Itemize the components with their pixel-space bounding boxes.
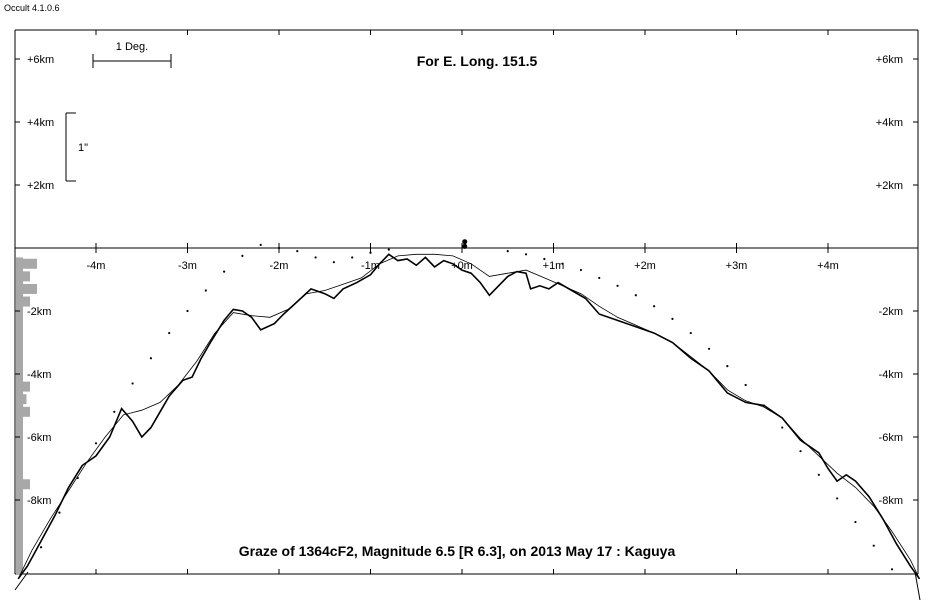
y-tick-label-left: -4km <box>27 369 51 381</box>
predicted-limb-point-39 <box>854 520 857 524</box>
cusp-mark-1 <box>462 243 468 249</box>
predicted-limb-point-31 <box>707 347 711 350</box>
y-tick-label-left: -6km <box>27 432 51 444</box>
predicted-limb-point-10 <box>223 270 226 273</box>
y-tick-label-left: +2km <box>27 180 54 192</box>
predicted-limb-point-11 <box>241 254 244 257</box>
predicted-limb-point-0 <box>40 546 43 549</box>
predicted-limb-point-36 <box>799 450 802 453</box>
x-tick-label: +2m <box>634 260 656 272</box>
predicted-limb-point-35 <box>781 426 784 429</box>
scale-bar-horizontal-label: 1 Deg. <box>116 41 148 53</box>
profile-series <box>14 239 921 601</box>
histogram-bar-2 <box>16 283 37 294</box>
chart-subtitle: Graze of 1364cF2, Magnitude 6.5 [R 6.3],… <box>239 543 676 559</box>
predicted-limb-point-13 <box>277 246 281 250</box>
predicted-limb-point-17 <box>351 256 354 259</box>
y-tick-label-left: -8km <box>27 495 51 507</box>
predicted-limb-point-27 <box>634 294 637 297</box>
predicted-limb-point-18 <box>369 251 372 254</box>
scale-bar-vertical: 1" <box>65 112 88 182</box>
predicted-limb-point-32 <box>726 365 729 368</box>
y-tick-label-right: +2km <box>876 180 903 192</box>
predicted-limb-point-34 <box>762 404 766 407</box>
scale-bar-horizontal: 1 Deg. <box>92 41 172 68</box>
x-tick-label: +0m <box>451 260 473 272</box>
y-tick-label-right: +4km <box>876 117 903 129</box>
cusp-mark-0 <box>462 239 468 245</box>
predicted-limb-point-20 <box>506 250 509 253</box>
predicted-limb-point-7 <box>168 331 171 335</box>
predicted-limb-point-19 <box>387 248 390 251</box>
plot-frame <box>14 29 919 575</box>
y-tick-label-right: +6km <box>876 54 903 66</box>
x-tick-label: -3m <box>178 260 197 272</box>
smoothed-profile-line <box>17 253 920 579</box>
chart-title: For E. Long. 151.5 <box>417 53 538 69</box>
app-version-label: Occult 4.1.0.6 <box>4 3 60 13</box>
predicted-limb-point-28 <box>653 305 656 308</box>
x-tick-label: -2m <box>270 260 289 272</box>
predicted-limb-point-4 <box>113 410 116 413</box>
predicted-limb-point-25 <box>598 276 601 280</box>
x-tick-label: -4m <box>87 260 106 272</box>
predicted-limb-point-30 <box>689 331 692 335</box>
limb-profile-line <box>17 253 921 580</box>
predicted-limb-point-24 <box>579 268 583 272</box>
predicted-limb-point-9 <box>204 289 207 292</box>
y-tick-label-right: -6km <box>879 432 903 444</box>
y-tick-label-left: +6km <box>27 54 54 66</box>
histogram-bar-0 <box>16 258 37 269</box>
predicted-limb-point-33 <box>744 383 747 387</box>
predicted-limb-point-6 <box>149 357 152 360</box>
predicted-limb-point-40 <box>872 544 875 547</box>
x-tick-label: +1m <box>543 260 565 272</box>
predicted-limb-point-2 <box>76 476 79 480</box>
x-tick-label: +3m <box>726 260 748 272</box>
histogram-base <box>16 257 23 574</box>
predicted-limb-point-29 <box>671 317 674 320</box>
x-tick-label: +4m <box>817 260 839 272</box>
predicted-limb-point-21 <box>524 253 528 256</box>
predicted-limb-point-26 <box>616 284 619 287</box>
predicted-limb-point-12 <box>259 243 262 246</box>
edge-stroke-right <box>914 571 921 601</box>
predicted-limb-point-22 <box>543 257 546 261</box>
predicted-limb-point-5 <box>131 382 134 385</box>
predicted-limb-point-37 <box>817 473 820 476</box>
y-tick-label-right: -4km <box>879 369 903 381</box>
edge-stroke-left <box>14 571 29 591</box>
y-axis-ticks: +6km +6km +4km +4km +2km +2km -2km -2km -4km -4km… <box>15 54 918 507</box>
x-axis-ticks: -4m -3m -2m -1m +0m +1m +2m +3m +4m <box>87 30 839 574</box>
predicted-limb-point-23 <box>561 262 564 265</box>
histogram <box>16 257 37 575</box>
scale-bar-vertical-label: 1" <box>78 142 88 154</box>
predicted-limb-point-1 <box>58 511 61 514</box>
y-tick-label-right: -8km <box>879 495 903 507</box>
predicted-limb-point-41 <box>890 568 894 571</box>
predicted-limb-point-16 <box>332 261 335 264</box>
predicted-limb-point-38 <box>836 497 839 500</box>
y-tick-label-left: +4km <box>27 117 54 129</box>
predicted-limb-point-15 <box>314 256 317 259</box>
predicted-limb-point-3 <box>94 442 98 445</box>
y-tick-label-left: -2km <box>27 306 51 318</box>
predicted-limb-point-8 <box>186 309 189 313</box>
predicted-limb-point-14 <box>296 250 299 253</box>
y-tick-label-right: -2km <box>879 306 903 318</box>
